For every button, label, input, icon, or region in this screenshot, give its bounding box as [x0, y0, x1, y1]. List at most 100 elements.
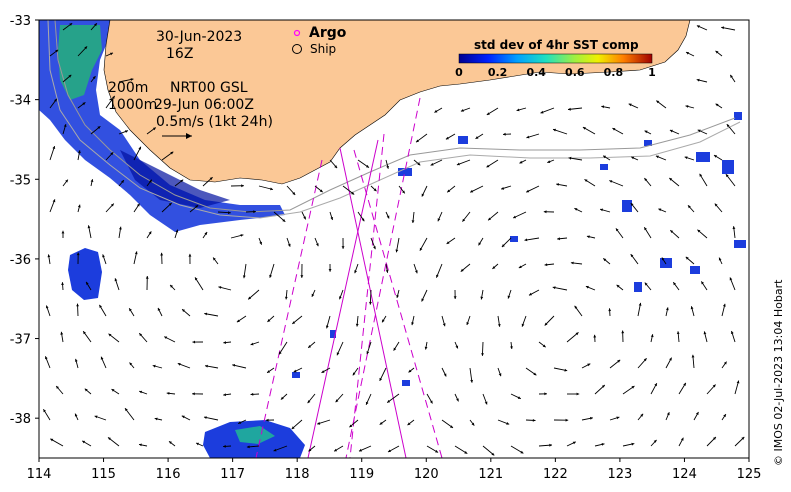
current-vector-head	[507, 295, 511, 299]
current-vector-head	[86, 281, 89, 285]
current-vector-head	[136, 203, 140, 207]
current-vector-head	[470, 379, 474, 383]
colorbar-tick-label: 0.4	[526, 66, 546, 79]
current-vector-head	[609, 180, 613, 183]
current-vector-head	[395, 249, 399, 253]
plot-frame	[38, 19, 750, 459]
current-vector-head	[722, 303, 726, 307]
current-vector-head	[354, 270, 357, 274]
current-vector-head	[516, 108, 520, 112]
current-vector-head	[195, 277, 198, 281]
sst-speck	[634, 282, 642, 292]
current-vector-head	[576, 392, 580, 396]
current-vector-head	[134, 251, 138, 255]
current-vector-head	[416, 139, 419, 143]
current-vector-head	[501, 187, 505, 190]
current-vector-head	[712, 384, 716, 388]
current-vector-head	[316, 243, 319, 247]
current-vector-head	[238, 421, 242, 424]
current-vector-head	[87, 225, 91, 229]
current-vector-head	[543, 210, 547, 214]
map-hour: 16Z	[166, 46, 194, 62]
lat-tick-label: -38	[10, 412, 31, 427]
current-vector-head	[232, 364, 236, 367]
sst-variability-layer	[39, 20, 746, 458]
current-vector-head	[366, 351, 370, 355]
current-vector-head	[411, 220, 415, 223]
current-vector-head	[121, 180, 124, 183]
current-vector-head	[223, 341, 227, 344]
current-vector-head	[152, 127, 156, 131]
current-vector-head	[204, 416, 207, 419]
current-vector-head	[365, 401, 369, 405]
vector-scale-arrow	[162, 133, 192, 139]
current-vector-head	[437, 218, 441, 222]
colorbar-tick-label: 0.6	[565, 66, 585, 79]
current-vector-head	[293, 369, 297, 373]
current-vector-head	[149, 179, 152, 183]
current-vector-head	[61, 230, 65, 234]
sst-speck	[722, 160, 734, 174]
current-vector-head	[300, 275, 304, 278]
depth-contour-200m	[54, 20, 736, 213]
current-vector-head	[669, 357, 672, 361]
current-vector-head	[557, 237, 560, 241]
current-vector-head	[688, 205, 691, 209]
sst-patch-offshore-west	[68, 248, 102, 300]
lat-tick-label: -33	[10, 14, 31, 29]
current-vector-head	[308, 448, 312, 452]
current-vector-head	[228, 211, 231, 215]
current-vector-head	[628, 103, 632, 107]
current-vector-head	[359, 448, 362, 452]
track-line-dashed	[353, 149, 443, 458]
current-vector-head	[519, 160, 523, 164]
lon-tick-label: 123	[607, 467, 632, 482]
current-vector-head	[69, 23, 73, 26]
latitude-axis: -33 -34 -35 -36 -37 -38	[10, 14, 39, 427]
current-vector-head	[601, 385, 605, 388]
current-vector-head	[603, 155, 607, 159]
current-vector-head	[204, 312, 208, 316]
current-vector-head	[603, 258, 607, 262]
current-vector-head	[673, 282, 676, 286]
current-vector-head	[699, 173, 703, 177]
current-vector-head	[685, 256, 689, 260]
current-vector-head	[130, 78, 134, 81]
current-vector-head	[540, 110, 544, 114]
current-vector-head	[307, 400, 311, 404]
current-vector-head	[697, 129, 701, 133]
current-vector-head	[270, 187, 273, 191]
current-vector-head	[631, 442, 635, 446]
sst-speck	[734, 112, 742, 120]
current-vector-head	[430, 400, 433, 404]
current-vector-head	[691, 354, 695, 358]
lat-tick-label: -34	[10, 94, 31, 109]
current-vector-head	[617, 359, 621, 363]
ship-marker	[292, 44, 302, 54]
current-vector-head	[84, 388, 88, 392]
current-vector-head	[584, 179, 588, 182]
current-vector-head	[280, 396, 284, 400]
current-vector-head	[248, 296, 252, 300]
current-vector-head	[644, 130, 648, 134]
current-vector-head	[382, 319, 385, 323]
current-vector-head	[498, 373, 502, 377]
current-vector-head	[417, 162, 421, 166]
current-vector-head	[334, 448, 338, 452]
current-vector-head	[407, 422, 411, 426]
current-vector-head	[47, 254, 51, 258]
colorbar-tick-label: 0.2	[487, 66, 508, 79]
current-vector-head	[265, 418, 269, 422]
current-vector-head	[676, 331, 680, 334]
current-vector-head	[601, 443, 605, 446]
current-vector-head	[311, 293, 315, 297]
sst-patch-west-coast-green	[58, 25, 102, 100]
current-vector-head	[339, 296, 342, 300]
current-vector-head	[481, 353, 484, 356]
current-vector-head	[520, 450, 524, 454]
current-vector-head	[462, 218, 466, 222]
current-vector-head	[715, 50, 719, 54]
sst-speck	[644, 140, 652, 146]
current-vector-head	[246, 445, 250, 449]
current-vector-head	[450, 425, 453, 428]
